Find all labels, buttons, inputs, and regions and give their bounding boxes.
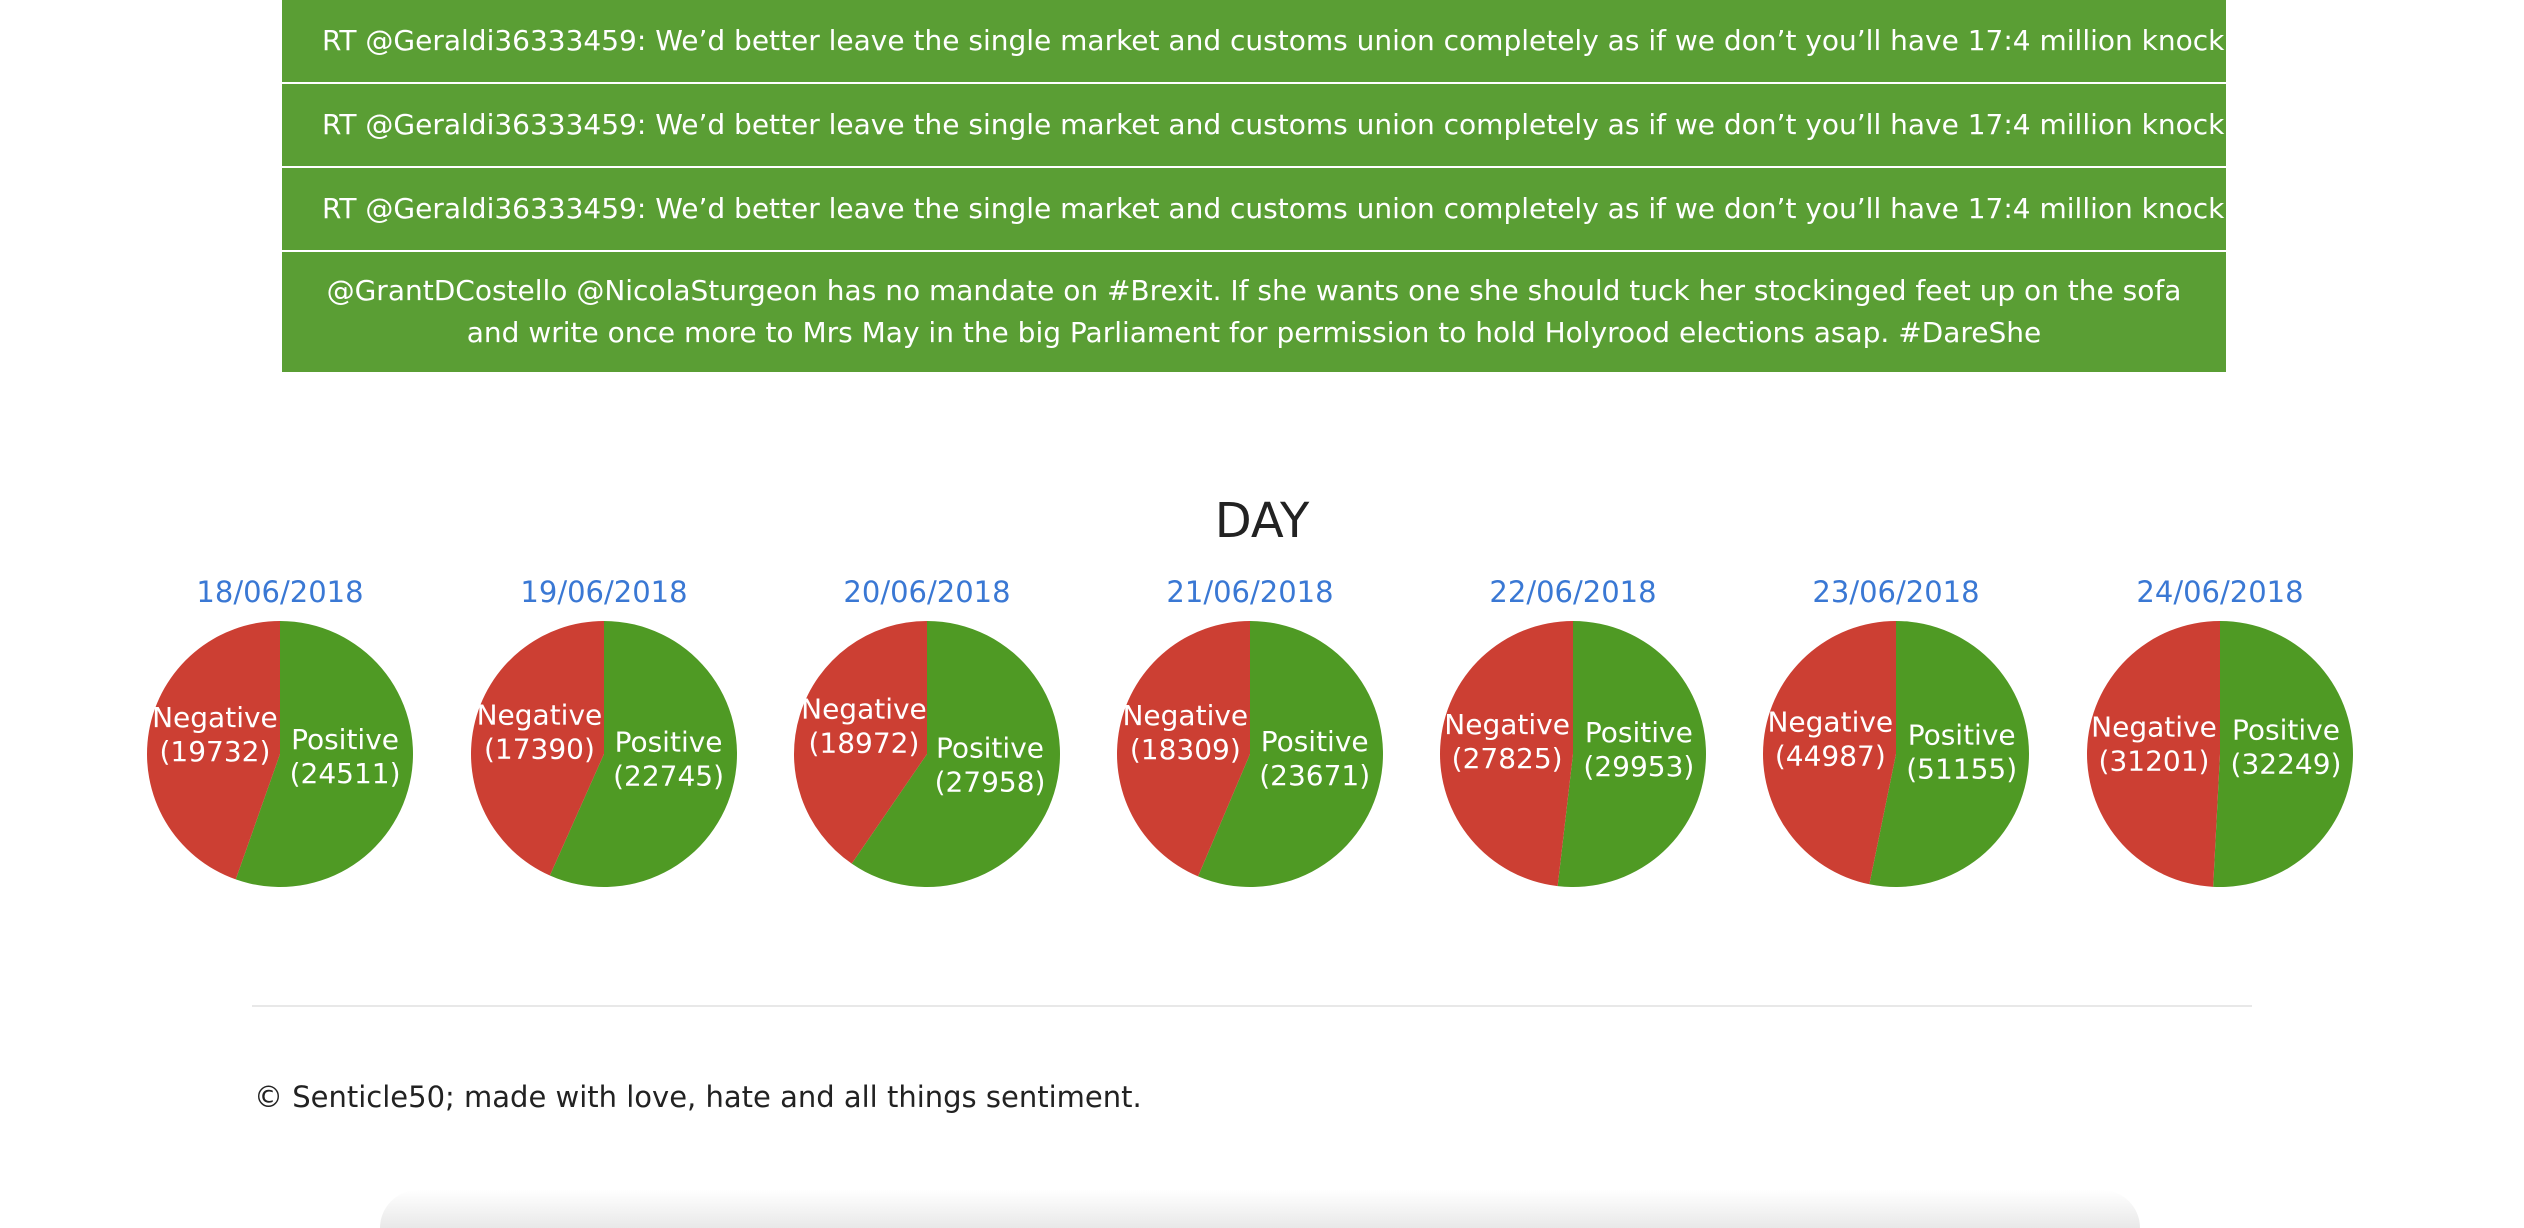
footer-divider [252,1005,2252,1007]
pie-svg: Positive (23671)Negative (18309) [1117,621,1383,887]
pie-slice-positive [1198,621,1383,887]
pie-chart-day: 24/06/2018 Positive (32249) Negative (31201) [2070,570,2370,896]
pie-slice-negative [1440,621,1573,887]
pie-label-positive: Positive (51155) [1906,719,2017,786]
pie-svg: Positive (51155)Negative (44987) [1763,621,2029,887]
pie-slice-positive [1557,621,1706,887]
pie-slice-negative [146,621,280,880]
pie-date-label: 23/06/2018 [1812,575,1980,609]
pie-slice-positive [235,621,413,887]
tweet-item: RT @Geraldi36333459: We’d better leave t… [282,82,2226,166]
pie-chart-day: 23/06/2018 Positive (51155) Negative (44987) [1746,570,2046,896]
pie-label-negative: Negative (17390) [477,698,603,765]
pie-slice-negative [1763,621,1896,885]
pie-slice-negative [470,621,604,876]
pie-label-negative: Negative (31201) [2091,710,2217,777]
pie-slice-negative [1117,621,1250,877]
tweet-item: RT @Geraldi36333459: We’d better leave t… [282,166,2226,250]
pie-date-label: 20/06/2018 [843,575,1011,609]
pie-label-positive: Positive (27958) [935,732,1046,799]
pie-date-label: 19/06/2018 [520,575,688,609]
pie-date-label: 22/06/2018 [1489,575,1657,609]
footer-text: © Senticle50; made with love, hate and a… [254,1080,1142,1114]
pie-slice-positive [1869,621,2029,887]
pie-chart-day: 22/06/2018 Positive (29953) Negative (27825) [1423,570,1723,896]
pie-label-negative: Negative (44987) [1767,705,1893,772]
tweet-list: RT @Geraldi36333459: We’d better leave t… [282,0,2226,372]
pie-date-label: 18/06/2018 [196,575,364,609]
pie-label-positive: Positive (22745) [613,726,724,793]
pie-label-positive: Positive (23671) [1259,725,1370,792]
pie-chart-day: 21/06/2018 Positive (23671) Negative (18309) [1100,570,1400,896]
pie-slice-negative [794,621,927,864]
tweet-item: RT @Geraldi36333459: We’d better leave t… [282,0,2226,82]
pie-svg: Positive (29953)Negative (27825) [1440,621,1706,887]
pie-label-negative: Negative (27825) [1444,708,1570,775]
pie-label-positive: Positive (32249) [2231,714,2342,781]
daily-sentiment-pies: 18/06/2018 Positive (24511) Negative (19732)… [0,570,2524,890]
pie-label-negative: Negative (18309) [1122,699,1248,766]
pie-slice-negative [2087,621,2220,887]
tweet-item: @GrantDCostello @NicolaSturgeon has no m… [282,250,2226,372]
pie-svg: Positive (22745)Negative (17390) [470,621,737,887]
pie-svg: Positive (27958)Negative (18972) [794,621,1060,887]
pie-chart-day: 18/06/2018 Positive (24511) Negative (19732) [130,570,430,896]
pie-label-negative: Negative (18972) [801,692,927,759]
page-bottom-shadow [380,1190,2140,1228]
pie-date-label: 24/06/2018 [2136,575,2304,609]
pie-chart-day: 19/06/2018 Positive (22745) Negative (17390) [454,570,754,896]
pie-date-label: 21/06/2018 [1166,575,1334,609]
pie-label-negative: Negative (19732) [152,701,278,768]
pie-chart-day: 20/06/2018 Positive (27958) Negative (18972) [777,570,1077,896]
pie-label-positive: Positive (29953) [1583,716,1694,783]
pie-svg: Positive (32249)Negative (31201) [2087,621,2353,887]
pie-slice-positive [2213,621,2353,887]
section-title: DAY [1214,493,1310,549]
pie-slice-positive [549,621,737,887]
pie-slice-positive [851,621,1060,887]
pie-label-positive: Positive (24511) [290,723,401,790]
pie-svg: Positive (24511)Negative (19732) [146,621,413,887]
